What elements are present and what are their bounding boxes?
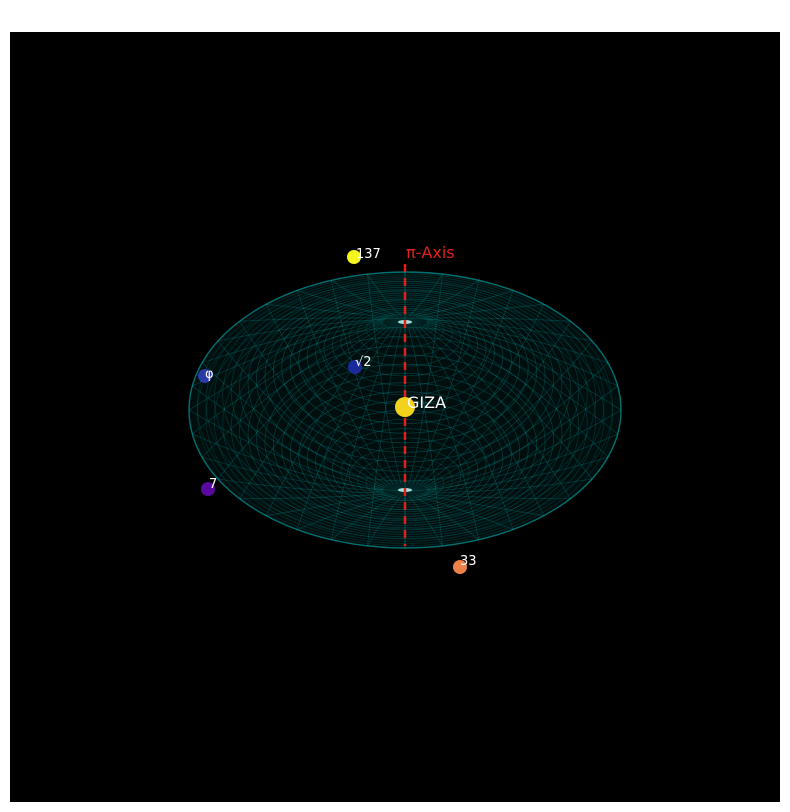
torus-meridian: [296, 290, 395, 486]
torus-meridian: [418, 326, 545, 516]
data-point: [348, 360, 362, 374]
torus-meridian: [426, 385, 618, 490]
torus-meridian: [426, 320, 618, 387]
data-point-label: 7: [209, 477, 217, 492]
torus-meridian: [192, 322, 384, 435]
data-points: GIZA 137 √2 φ 7 33: [198, 247, 477, 574]
torus-meridian: [296, 326, 395, 530]
torus-meridian: [367, 274, 402, 485]
torus-ring-lower: [256, 345, 554, 531]
torus-meridian: [415, 326, 514, 530]
torus-meridian: [201, 319, 385, 364]
data-point-label: 137: [356, 247, 381, 262]
torus-meridian: [425, 362, 609, 489]
torus-meridian: [330, 280, 398, 485]
torus-meridian: [423, 324, 593, 480]
torus-ring-upper: [205, 275, 605, 530]
data-point-label: √2: [355, 355, 372, 370]
torus-meridian: [239, 321, 389, 487]
torus-meridian: [408, 327, 443, 546]
torus-meridian: [425, 456, 609, 493]
torus-meridian: [425, 319, 609, 364]
torus-meridian: [426, 409, 622, 491]
data-point: [198, 369, 212, 383]
torus-meridian: [201, 456, 385, 493]
torus-ring-upper: [331, 304, 479, 386]
torus-meridian: [192, 320, 384, 387]
torus-meridian: [421, 321, 571, 487]
pi-axis-label: π-Axis: [406, 243, 455, 262]
torus-ring-lower: [205, 290, 605, 544]
torus-meridian: [426, 433, 618, 492]
torus-meridian: [265, 304, 392, 486]
data-point: [201, 482, 215, 496]
torus-meridian: [418, 304, 545, 486]
torus-meridian: [330, 327, 398, 540]
torus-ring-upper: [197, 273, 613, 539]
torus-plot: π-Axis GIZA 137 √2 φ 7 33: [188, 243, 622, 574]
data-point: [453, 560, 467, 574]
torus-meridian: [192, 433, 384, 492]
torus-meridian: [188, 409, 384, 491]
torus-meridian: [217, 340, 387, 488]
torus-meridian: [426, 322, 618, 435]
torus-meridian: [201, 362, 385, 489]
torus-meridian: [412, 280, 480, 485]
torus-meridian: [408, 274, 443, 485]
torus-meridian: [425, 323, 609, 458]
torus-meridian: [217, 324, 387, 480]
torus-ring-upper: [256, 286, 554, 472]
data-point-label: φ: [205, 367, 214, 382]
torus-meridian: [426, 321, 622, 411]
torus-meridian: [412, 327, 480, 540]
torus-meridian: [415, 290, 514, 486]
torus-meridian: [188, 321, 384, 411]
torus-meridian: [423, 340, 593, 488]
data-point: [395, 397, 415, 417]
torus-meridian: [421, 325, 571, 499]
torus-meridian: [265, 326, 392, 516]
data-point-label: 33: [460, 554, 477, 569]
torus-meridian: [367, 327, 402, 546]
torus-meridian: [239, 325, 389, 499]
plot-area: π-Axis GIZA 137 √2 φ 7 33: [10, 32, 780, 802]
data-point-label: GIZA: [407, 393, 446, 412]
torus-meridian: [201, 323, 385, 458]
data-point: [347, 250, 361, 264]
torus-meridian: [192, 385, 384, 490]
